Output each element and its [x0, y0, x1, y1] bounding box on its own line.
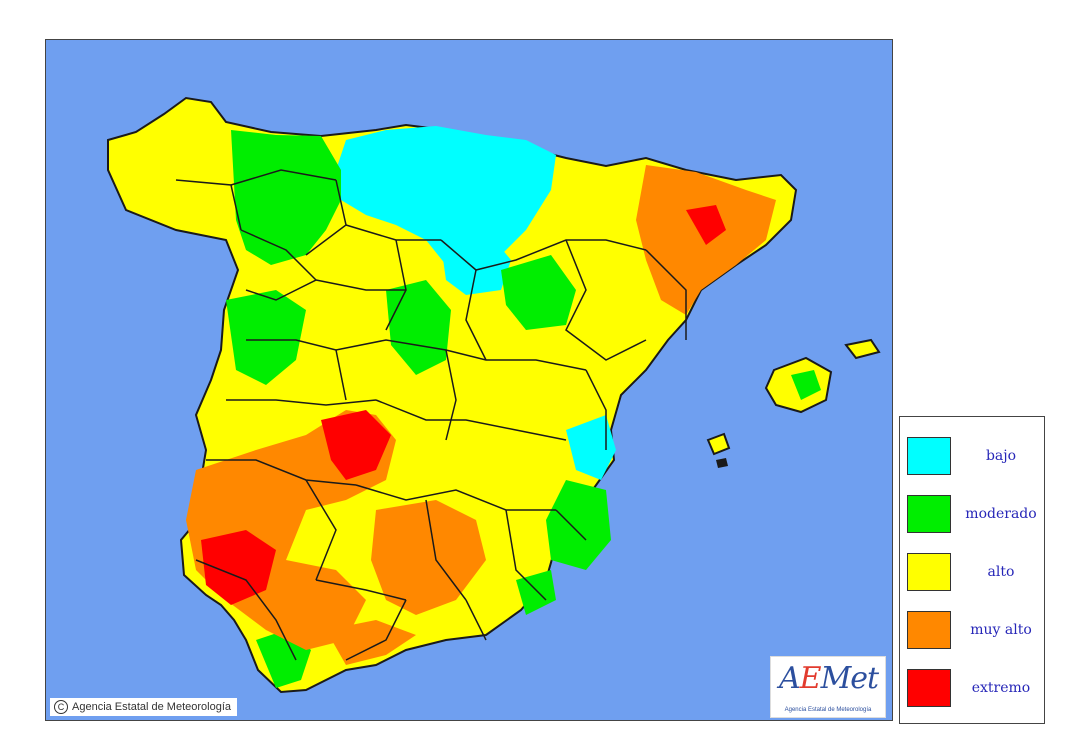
- copyright-text: Agencia Estatal de Meteorología: [72, 701, 231, 713]
- legend-item-extremo: extremo: [904, 669, 1042, 709]
- aemet-logo-mark: AEMet: [779, 661, 879, 696]
- spain-risk-map: [107, 96, 881, 694]
- zone-moderado-northwest: [231, 130, 341, 265]
- aemet-logo: AEMet Agencia Estatal de Meteorología: [770, 656, 886, 718]
- legend-label: moderado: [965, 506, 1037, 522]
- zone-moderado-southeast: [516, 570, 556, 615]
- map-frame: C Agencia Estatal de Meteorología AEMet …: [45, 39, 893, 721]
- legend-label: bajo: [985, 448, 1017, 464]
- zone-extremo-catalonia: [686, 205, 726, 245]
- zone-moderado-west: [226, 290, 306, 385]
- legend-item-moderado: moderado: [904, 495, 1042, 535]
- legend-swatch: [907, 611, 951, 649]
- zone-muyalto-andalusia-east: [371, 500, 486, 615]
- legend: bajo moderado alto muy alto extremo: [899, 416, 1045, 724]
- legend-item-muy-alto: muy alto: [904, 611, 1042, 651]
- legend-item-alto: alto: [904, 553, 1042, 593]
- zone-bajo-north: [336, 126, 556, 280]
- copyright-icon: C: [54, 700, 68, 714]
- zone-bajo-central: [441, 230, 511, 295]
- zone-extremo-huelva: [201, 530, 276, 605]
- legend-item-bajo: bajo: [904, 437, 1042, 477]
- island-formentera: [716, 458, 728, 468]
- zone-moderado-levante: [546, 480, 611, 570]
- legend-swatch: [907, 437, 951, 475]
- legend-swatch: [907, 669, 951, 707]
- legend-swatch: [907, 553, 951, 591]
- zone-muyalto-south-coast: [326, 620, 416, 665]
- zone-extremo-guadiana: [321, 410, 391, 480]
- zone-moderado-ebro: [501, 255, 576, 330]
- island-mallorca-zone: [791, 370, 821, 400]
- legend-swatch: [907, 495, 951, 533]
- zone-moderado-center: [386, 280, 451, 375]
- copyright-notice: C Agencia Estatal de Meteorología: [50, 698, 237, 716]
- legend-label: alto: [987, 564, 1015, 580]
- legend-label: extremo: [971, 680, 1031, 696]
- legend-label: muy alto: [970, 622, 1032, 638]
- aemet-logo-subtitle: Agencia Estatal de Meteorología: [784, 707, 872, 713]
- zone-bajo-east: [566, 415, 616, 480]
- province-borders: [175, 169, 687, 661]
- island-menorca: [844, 338, 881, 360]
- island-ibiza: [706, 432, 731, 456]
